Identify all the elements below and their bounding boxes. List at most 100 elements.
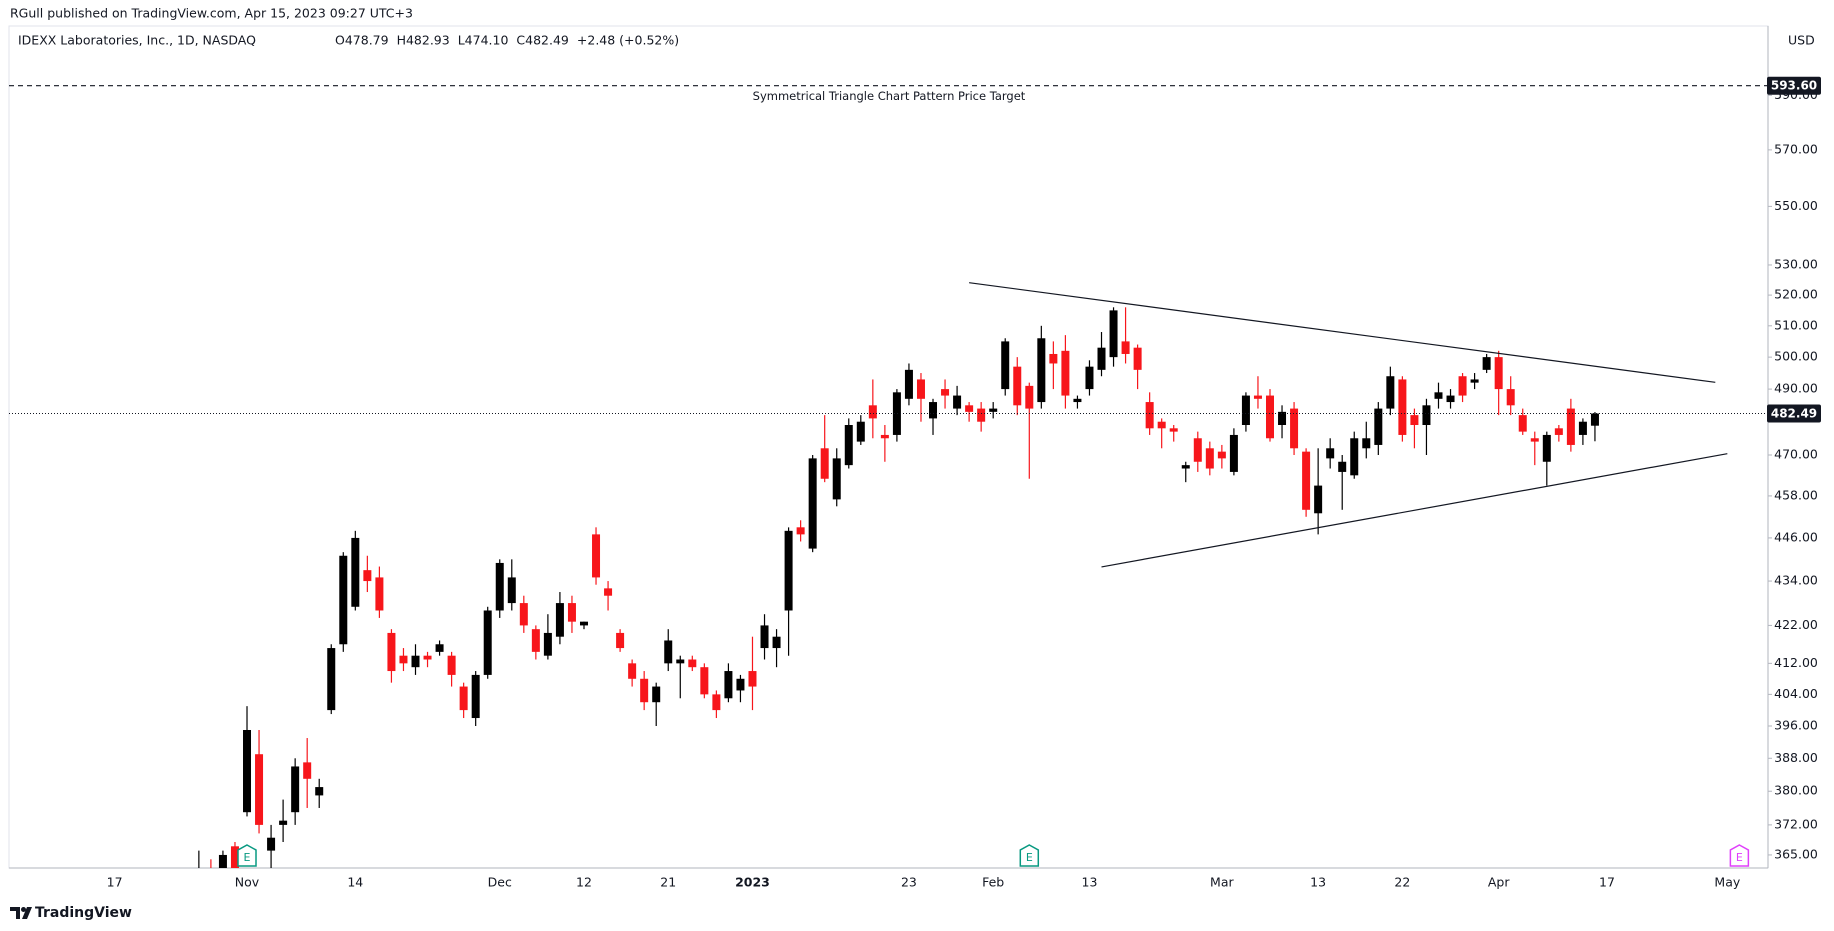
y-tick-label: 446.00 (1774, 529, 1818, 544)
candle-body (519, 603, 528, 626)
x-tick-label: May (1714, 875, 1740, 890)
candle-body (339, 555, 348, 645)
candle-body (916, 379, 925, 399)
currency: USD (1788, 33, 1815, 48)
candle-body (279, 820, 288, 825)
event-icon (1019, 844, 1040, 867)
candle-body (255, 754, 264, 825)
x-tick-label: 17 (1599, 875, 1615, 890)
candle-body (736, 678, 745, 691)
quote-value: L474.10 (458, 33, 509, 48)
candle-body (315, 787, 324, 796)
candle-body (880, 434, 889, 439)
candle-body (243, 730, 252, 813)
y-tick-label: 434.00 (1774, 573, 1818, 588)
candle-body (1049, 353, 1058, 364)
event-icon (237, 844, 257, 867)
candle-body (351, 537, 360, 607)
candle-body (1482, 357, 1491, 370)
candle-body (1169, 428, 1178, 432)
y-tick-label: 388.00 (1774, 750, 1818, 765)
candle-body (989, 408, 998, 412)
candle-body (1506, 389, 1515, 406)
quote-value: H482.93 (397, 33, 450, 48)
candle-body (700, 667, 709, 695)
candle-body (1157, 421, 1166, 429)
candle-body (760, 625, 769, 649)
y-tick-label: 404.00 (1774, 686, 1818, 701)
y-tick-label: 470.00 (1774, 447, 1818, 462)
y-tick-label: 396.00 (1774, 718, 1818, 733)
candle-body (1578, 421, 1587, 435)
candle-body (1398, 379, 1407, 435)
candle-body (1542, 434, 1551, 462)
candle-body (1302, 451, 1311, 510)
candle-body (291, 766, 300, 813)
candle-body (1410, 415, 1419, 426)
candle-body (1470, 379, 1479, 383)
candle-body (1061, 350, 1070, 396)
symbol: IDEXX Laboratories, Inc., 1D, NASDAQ (18, 33, 256, 48)
candle-body (375, 577, 384, 611)
candle-body (1253, 395, 1262, 399)
y-tick-label: 365.00 (1774, 846, 1818, 861)
candle-body (327, 648, 336, 711)
candle-body (531, 629, 540, 652)
candle-body (555, 603, 564, 637)
y-tick-label: 510.00 (1774, 317, 1818, 332)
candle-body (772, 636, 781, 649)
x-tick-label: 13 (1082, 875, 1098, 890)
candle-body (688, 659, 697, 668)
event-label: E (244, 851, 251, 864)
candle-body (1241, 395, 1250, 426)
x-tick-label: 14 (347, 875, 363, 890)
y-tick-label: 530.00 (1774, 256, 1818, 271)
candle-body (1362, 438, 1371, 449)
y-tick-label: 570.00 (1774, 141, 1818, 156)
candle-body (712, 694, 721, 711)
event-icon (1729, 844, 1750, 867)
quote-value: C482.49 (516, 33, 569, 48)
candle-body (1278, 411, 1287, 426)
x-tick-label: 21 (660, 875, 676, 890)
candle-body (507, 577, 516, 604)
candle-body (1494, 357, 1503, 390)
candle-body (1434, 392, 1443, 399)
candle-body (1109, 310, 1118, 358)
quote-value: O478.79 (335, 33, 389, 48)
candle-body (1446, 395, 1455, 403)
candle-body (784, 530, 793, 611)
candle-body (808, 458, 817, 549)
candle-body (230, 846, 239, 868)
candle-body (832, 458, 841, 500)
candle-body (977, 408, 986, 422)
candle-body (543, 632, 552, 656)
candle-body (1133, 347, 1142, 370)
candle-body (218, 854, 227, 868)
candle-body (1326, 448, 1335, 459)
candle-body (1097, 347, 1106, 370)
candle-body (363, 570, 372, 582)
candle-body (1314, 485, 1323, 514)
candle-body (471, 674, 480, 719)
quote-value: +2.48 (+0.52%) (577, 33, 679, 48)
y-tick-label: 412.00 (1774, 655, 1818, 670)
candle-body (628, 663, 637, 679)
candle-body (303, 762, 312, 779)
candle-body (953, 395, 962, 409)
candle-body (411, 655, 420, 668)
x-tick-label: Mar (1210, 875, 1234, 890)
candle-body (1350, 438, 1359, 476)
candle-body (820, 448, 829, 479)
candle-body (1265, 395, 1274, 439)
candle-body (1073, 398, 1082, 403)
brand-logo (10, 907, 32, 919)
candle-body (604, 588, 613, 596)
candle-body (1037, 338, 1046, 403)
candle-body (1374, 408, 1383, 445)
candle-body (892, 392, 901, 435)
price-box (1767, 404, 1821, 423)
y-tick-label: 490.00 (1774, 381, 1818, 396)
